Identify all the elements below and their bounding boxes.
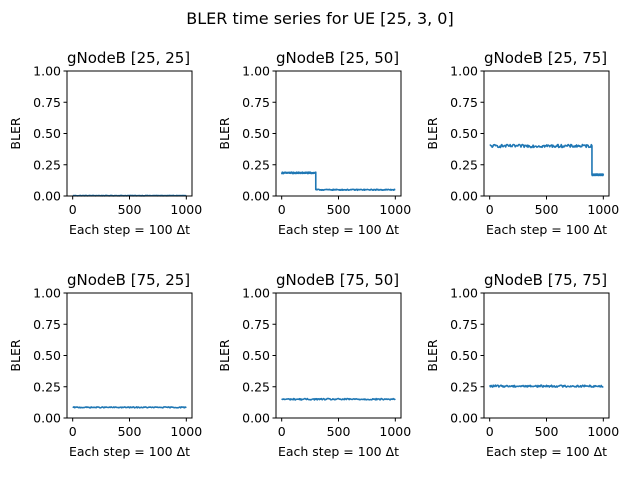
subplot-title: gNodeB [75, 25] xyxy=(67,271,190,289)
subplot-title: gNodeB [25, 25] xyxy=(67,49,190,67)
x-tick-label: 1000 xyxy=(170,424,202,439)
x-axis-label: Each step = 100 Δt xyxy=(278,444,399,459)
figure-suptitle: BLER time series for UE [25, 3, 0] xyxy=(186,9,453,28)
y-tick-label: 0.75 xyxy=(450,95,478,110)
x-tick-label: 1000 xyxy=(170,202,202,217)
y-tick-label: 0.50 xyxy=(450,348,478,363)
y-tick-label: 0.00 xyxy=(33,411,61,426)
series-line xyxy=(72,406,187,409)
y-tick-label: 0.75 xyxy=(33,95,61,110)
y-tick-label: 0.00 xyxy=(450,411,478,426)
y-axis-label: BLER xyxy=(8,339,23,371)
y-tick-label: 1.00 xyxy=(450,64,478,79)
y-tick-label: 0.25 xyxy=(242,379,270,394)
x-tick-label: 0 xyxy=(278,424,286,439)
x-axis-label: Each step = 100 Δt xyxy=(278,222,399,237)
x-tick-label: 500 xyxy=(535,424,559,439)
y-tick-label: 0.50 xyxy=(450,126,478,141)
y-tick-label: 0.75 xyxy=(242,317,270,332)
y-tick-label: 0.25 xyxy=(33,157,61,172)
y-tick-label: 1.00 xyxy=(242,64,270,79)
subplot-2: gNodeB [25, 50] 0.00 0.25 0.50 0.75 1.00 0 500 1… xyxy=(217,49,411,237)
series-line xyxy=(489,143,605,177)
x-tick-label: 500 xyxy=(327,202,351,217)
x-tick-label: 500 xyxy=(118,424,142,439)
subplot-3: gNodeB [25, 75] 0.00 0.25 0.50 0.75 1.00 0 500 1… xyxy=(425,49,619,237)
y-tick-label: 0.50 xyxy=(33,348,61,363)
y-tick-label: 0.00 xyxy=(242,189,270,204)
subplot-6: gNodeB [75, 75] 0.00 0.25 0.50 0.75 1.00 0 500 1… xyxy=(425,271,619,459)
y-tick-label: 0.50 xyxy=(242,348,270,363)
x-axis-label: Each step = 100 Δt xyxy=(69,222,190,237)
y-tick-label: 0.75 xyxy=(450,317,478,332)
x-tick-label: 0 xyxy=(486,424,494,439)
x-tick-label: 0 xyxy=(278,202,286,217)
y-tick-label: 0.25 xyxy=(450,157,478,172)
y-tick-label: 1.00 xyxy=(33,64,61,79)
y-tick-label: 0.00 xyxy=(33,189,61,204)
y-tick-label: 0.75 xyxy=(33,317,61,332)
y-tick-label: 0.50 xyxy=(33,126,61,141)
y-axis-label: BLER xyxy=(217,339,232,371)
y-tick-label: 1.00 xyxy=(33,286,61,301)
y-axis-label: BLER xyxy=(425,339,440,371)
x-tick-label: 0 xyxy=(69,202,77,217)
subplot-grid: gNodeB [25, 25] 0.00 0.25 0.50 0.75 1.00 0 500 1… xyxy=(8,49,619,459)
y-tick-label: 0.50 xyxy=(242,126,270,141)
subplot-1: gNodeB [25, 25] 0.00 0.25 0.50 0.75 1.00 0 500 1… xyxy=(8,49,202,237)
y-tick-label: 0.00 xyxy=(242,411,270,426)
x-tick-label: 0 xyxy=(486,202,494,217)
y-tick-label: 0.25 xyxy=(242,157,270,172)
subplot-5: gNodeB [75, 50] 0.00 0.25 0.50 0.75 1.00 0 500 1… xyxy=(217,271,411,459)
x-axis-label: Each step = 100 Δt xyxy=(486,222,607,237)
y-tick-label: 0.00 xyxy=(450,189,478,204)
y-axis-label: BLER xyxy=(217,117,232,149)
y-axis-label: BLER xyxy=(425,117,440,149)
x-tick-label: 1000 xyxy=(587,424,619,439)
x-tick-label: 1000 xyxy=(587,202,619,217)
subplot-title: gNodeB [75, 75] xyxy=(484,271,607,289)
subplot-title: gNodeB [25, 50] xyxy=(276,49,399,67)
series-line xyxy=(280,171,396,192)
series-line xyxy=(488,384,604,388)
x-tick-label: 1000 xyxy=(379,424,411,439)
subplot-title: gNodeB [75, 50] xyxy=(276,271,399,289)
subplot-title: gNodeB [25, 75] xyxy=(484,49,607,67)
x-tick-label: 1000 xyxy=(379,202,411,217)
x-tick-label: 500 xyxy=(535,202,559,217)
y-axis-label: BLER xyxy=(8,117,23,149)
x-tick-label: 0 xyxy=(69,424,77,439)
x-tick-label: 500 xyxy=(118,202,142,217)
x-axis-label: Each step = 100 Δt xyxy=(486,444,607,459)
y-tick-label: 1.00 xyxy=(242,286,270,301)
x-tick-label: 500 xyxy=(327,424,351,439)
series-line xyxy=(281,397,396,401)
x-axis-label: Each step = 100 Δt xyxy=(69,444,190,459)
y-tick-label: 0.25 xyxy=(33,379,61,394)
y-tick-label: 1.00 xyxy=(450,286,478,301)
y-tick-label: 0.75 xyxy=(242,95,270,110)
y-tick-label: 0.25 xyxy=(450,379,478,394)
subplot-4: gNodeB [75, 25] 0.00 0.25 0.50 0.75 1.00 0 500 1… xyxy=(8,271,202,459)
